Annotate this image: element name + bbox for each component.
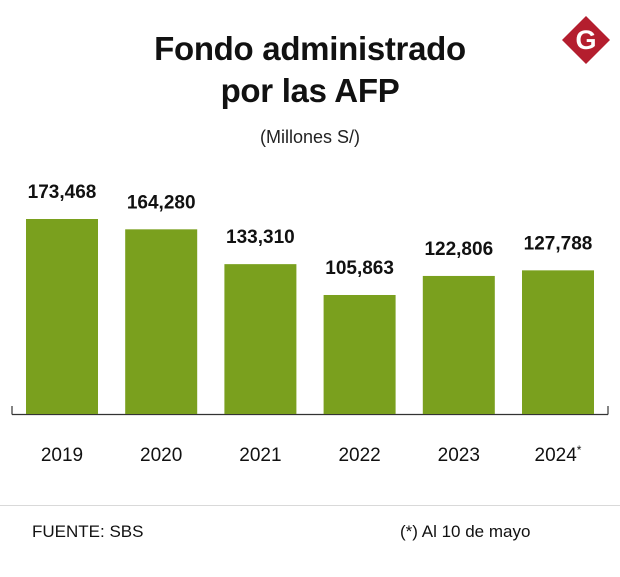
chart-subtitle: (Millones S/): [259, 127, 361, 147]
data-label-2021: 133,310: [226, 227, 295, 248]
chart-title: Fondo administrado por las AFP: [0, 28, 620, 112]
bar-2022: [323, 294, 396, 414]
x-tick-label-2019: 2019: [41, 445, 83, 466]
title-line-2: por las AFP: [220, 72, 400, 109]
bar-2023: [422, 275, 495, 414]
data-label-2023: 122,806: [424, 239, 493, 260]
title-line-1: Fondo administrado: [154, 30, 466, 67]
data-label-2022: 105,863: [325, 258, 394, 279]
bar-2020: [125, 229, 198, 414]
footnote: (*) Al 10 de mayo: [400, 522, 530, 542]
logo-letter: G: [575, 25, 596, 55]
x-tick-label-2024: 2024*: [535, 443, 582, 466]
footnote-text: Al 10 de mayo: [421, 522, 531, 541]
bar-2024: [522, 270, 594, 414]
x-tick-label-2021: 2021: [239, 445, 281, 466]
footnote-mark: (*): [400, 522, 418, 541]
footer-divider: [0, 505, 620, 506]
bar-chart: 173,468 2019 164,280 2020 133,310 2021 105,863…: [11, 182, 609, 466]
x-tick-label-2023: 2023: [438, 445, 480, 466]
data-label-2020: 164,280: [127, 192, 196, 213]
bar-2019: [26, 219, 98, 414]
data-label-2024: 127,788: [524, 233, 593, 254]
gestion-logo-icon: G: [562, 16, 610, 64]
data-label-2019: 173,468: [28, 182, 97, 203]
logo-diamond: [562, 16, 610, 64]
x-tick-label-2020: 2020: [140, 445, 182, 466]
source-label: FUENTE: SBS: [32, 522, 144, 541]
x-tick-label-2022: 2022: [338, 445, 380, 466]
bar-2021: [224, 264, 297, 414]
